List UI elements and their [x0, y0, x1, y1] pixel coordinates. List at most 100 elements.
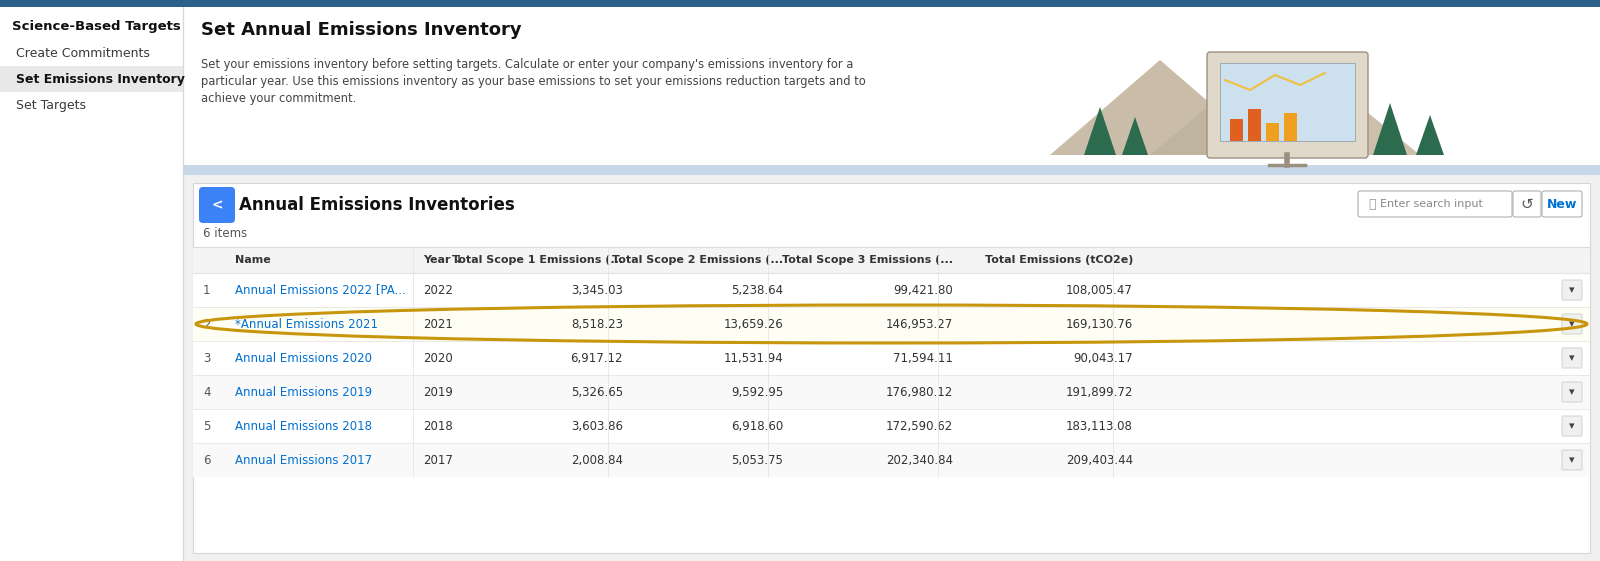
Text: Set Emissions Inventory: Set Emissions Inventory [16, 72, 186, 85]
Text: New: New [1547, 197, 1578, 210]
Text: Set Annual Emissions Inventory: Set Annual Emissions Inventory [202, 21, 522, 39]
FancyBboxPatch shape [182, 7, 1600, 165]
Text: Annual Emissions 2022 [PA...: Annual Emissions 2022 [PA... [235, 283, 406, 297]
Text: 6,917.12: 6,917.12 [571, 352, 622, 365]
Text: 2020: 2020 [422, 352, 453, 365]
Polygon shape [1050, 60, 1270, 155]
FancyBboxPatch shape [0, 7, 182, 561]
FancyBboxPatch shape [1562, 450, 1582, 470]
FancyBboxPatch shape [194, 273, 1590, 307]
FancyBboxPatch shape [1562, 280, 1582, 300]
Text: 191,899.72: 191,899.72 [1066, 385, 1133, 398]
Text: 6,918.60: 6,918.60 [731, 420, 782, 433]
FancyBboxPatch shape [1562, 348, 1582, 368]
FancyBboxPatch shape [1266, 123, 1278, 141]
Text: 2: 2 [203, 318, 211, 330]
Text: Total Emissions (tCO2e): Total Emissions (tCO2e) [984, 255, 1133, 265]
Text: 6 items: 6 items [203, 227, 248, 240]
Text: ▾: ▾ [1570, 421, 1574, 431]
Text: 2,008.84: 2,008.84 [571, 453, 622, 467]
FancyBboxPatch shape [1358, 191, 1512, 217]
Text: 202,340.84: 202,340.84 [886, 453, 954, 467]
FancyBboxPatch shape [1542, 191, 1582, 217]
Text: 3,603.86: 3,603.86 [571, 420, 622, 433]
Text: ▾: ▾ [1570, 387, 1574, 397]
Text: particular year. Use this emissions inventory as your base emissions to set your: particular year. Use this emissions inve… [202, 75, 866, 88]
Text: 5,326.65: 5,326.65 [571, 385, 622, 398]
FancyBboxPatch shape [1230, 119, 1243, 141]
Text: 2017: 2017 [422, 453, 453, 467]
FancyBboxPatch shape [1283, 113, 1298, 141]
Text: Set Targets: Set Targets [16, 99, 86, 112]
Text: 9,592.95: 9,592.95 [731, 385, 782, 398]
FancyBboxPatch shape [1514, 191, 1541, 217]
FancyBboxPatch shape [0, 66, 182, 92]
FancyBboxPatch shape [194, 341, 1590, 375]
Text: 3: 3 [203, 352, 210, 365]
FancyBboxPatch shape [198, 187, 235, 223]
Text: Set your emissions inventory before setting targets. Calculate or enter your com: Set your emissions inventory before sett… [202, 58, 853, 71]
Text: 5,053.75: 5,053.75 [731, 453, 782, 467]
Text: Total Scope 1 Emissions (...: Total Scope 1 Emissions (... [451, 255, 622, 265]
Text: 71,594.11: 71,594.11 [893, 352, 954, 365]
Text: ▾: ▾ [1570, 319, 1574, 329]
Text: ⌕: ⌕ [1368, 197, 1376, 210]
Text: 2018: 2018 [422, 420, 453, 433]
Text: 1: 1 [203, 283, 211, 297]
FancyBboxPatch shape [194, 183, 1590, 553]
FancyBboxPatch shape [1562, 382, 1582, 402]
FancyBboxPatch shape [194, 409, 1590, 443]
Text: 108,005.47: 108,005.47 [1066, 283, 1133, 297]
FancyBboxPatch shape [194, 443, 1590, 477]
Text: 2019: 2019 [422, 385, 453, 398]
Text: 5,238.64: 5,238.64 [731, 283, 782, 297]
FancyBboxPatch shape [1248, 109, 1261, 141]
Text: ▾: ▾ [1570, 353, 1574, 363]
Text: 11,531.94: 11,531.94 [723, 352, 782, 365]
Text: 172,590.62: 172,590.62 [886, 420, 954, 433]
Text: Create Commitments: Create Commitments [16, 47, 150, 59]
FancyBboxPatch shape [0, 0, 1600, 7]
Text: 176,980.12: 176,980.12 [886, 385, 954, 398]
Text: 90,043.17: 90,043.17 [1074, 352, 1133, 365]
Text: Annual Emissions Inventories: Annual Emissions Inventories [238, 196, 515, 214]
Text: ▾: ▾ [1570, 455, 1574, 465]
Polygon shape [1085, 107, 1117, 155]
Text: 2021: 2021 [422, 318, 453, 330]
Text: 6: 6 [203, 453, 211, 467]
Text: 2022: 2022 [422, 283, 453, 297]
FancyBboxPatch shape [182, 165, 1600, 175]
Text: 209,403.44: 209,403.44 [1066, 453, 1133, 467]
Text: 3,345.03: 3,345.03 [571, 283, 622, 297]
Text: 169,130.76: 169,130.76 [1066, 318, 1133, 330]
Text: ▾: ▾ [1570, 285, 1574, 295]
FancyBboxPatch shape [194, 247, 1590, 273]
Text: Annual Emissions 2018: Annual Emissions 2018 [235, 420, 371, 433]
Text: Total Scope 3 Emissions (...: Total Scope 3 Emissions (... [782, 255, 954, 265]
Polygon shape [1416, 115, 1443, 155]
Text: Annual Emissions 2020: Annual Emissions 2020 [235, 352, 371, 365]
FancyBboxPatch shape [194, 307, 1590, 341]
Text: <: < [211, 198, 222, 212]
Text: *Annual Emissions 2021: *Annual Emissions 2021 [235, 318, 378, 330]
FancyBboxPatch shape [1221, 63, 1355, 141]
Polygon shape [1373, 103, 1406, 155]
Polygon shape [1150, 80, 1330, 155]
Text: 99,421.80: 99,421.80 [893, 283, 954, 297]
Text: ↺: ↺ [1520, 196, 1533, 211]
Text: achieve your commitment.: achieve your commitment. [202, 92, 357, 105]
Text: 5: 5 [203, 420, 210, 433]
FancyBboxPatch shape [1562, 314, 1582, 334]
Text: 183,113.08: 183,113.08 [1066, 420, 1133, 433]
Text: Name: Name [235, 255, 270, 265]
Text: Science-Based Targets: Science-Based Targets [13, 20, 181, 33]
Text: 4: 4 [203, 385, 211, 398]
Text: 13,659.26: 13,659.26 [723, 318, 782, 330]
Text: Year ↓: Year ↓ [422, 255, 464, 265]
FancyBboxPatch shape [1562, 416, 1582, 436]
Text: Enter search input: Enter search input [1379, 199, 1483, 209]
FancyBboxPatch shape [182, 175, 1600, 561]
FancyBboxPatch shape [194, 375, 1590, 409]
Text: Total Scope 2 Emissions (...: Total Scope 2 Emissions (... [611, 255, 782, 265]
Text: 8,518.23: 8,518.23 [571, 318, 622, 330]
